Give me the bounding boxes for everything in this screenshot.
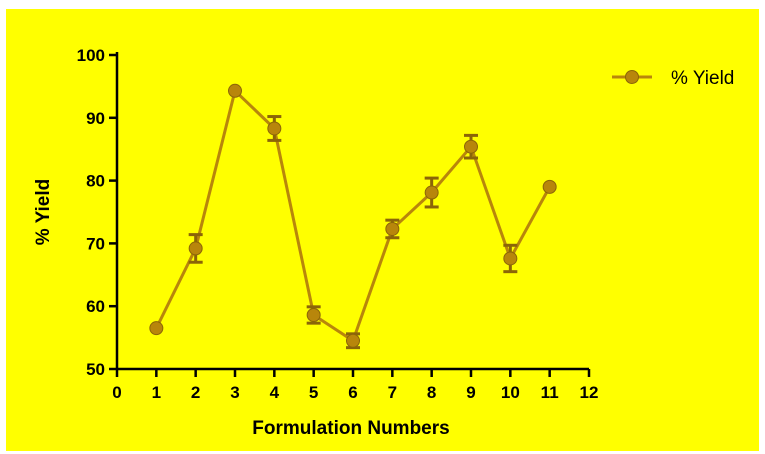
x-tick-label: 2 — [191, 383, 200, 402]
legend-marker — [625, 70, 639, 84]
data-point[interactable] — [306, 307, 321, 322]
data-point[interactable] — [228, 83, 242, 98]
x-tick-label: 11 — [541, 383, 559, 402]
data-point[interactable] — [188, 241, 203, 256]
data-point[interactable] — [267, 121, 282, 136]
y-axis-title: % Yield — [33, 179, 54, 246]
x-tick-label: 3 — [230, 383, 239, 402]
x-tick-label: 9 — [466, 383, 475, 402]
x-tick-label: 8 — [427, 383, 436, 402]
x-tick-label: 0 — [112, 383, 121, 402]
data-point[interactable] — [385, 221, 400, 236]
x-tick-label: 5 — [309, 383, 318, 402]
x-tick-label: 7 — [388, 383, 397, 402]
y-tick-label: 90 — [86, 109, 105, 128]
data-point[interactable] — [346, 333, 360, 348]
y-tick-label: 80 — [86, 172, 105, 191]
y-tick-label: 100 — [77, 46, 105, 65]
legend[interactable]: % Yield — [612, 68, 734, 89]
data-point[interactable] — [503, 251, 518, 266]
x-tick-label: 4 — [270, 383, 280, 402]
x-tick-label: 1 — [152, 383, 161, 402]
y-tick-label: 50 — [86, 360, 105, 379]
legend-label: % Yield — [671, 68, 734, 89]
x-axis-ticks: 0 1 2 3 4 5 6 7 8 9 10 11 12 — [112, 369, 598, 402]
y-tick-label: 60 — [86, 297, 105, 316]
x-tick-label: 10 — [501, 383, 520, 402]
data-point[interactable] — [464, 139, 478, 154]
data-point[interactable] — [149, 321, 164, 336]
data-point[interactable] — [424, 185, 439, 200]
x-tick-label: 6 — [348, 383, 357, 402]
x-tick-label: 12 — [580, 383, 599, 402]
y-tick-label: 70 — [86, 234, 105, 253]
series-layer — [149, 83, 557, 350]
data-point[interactable] — [542, 179, 557, 194]
x-axis-title: Formulation Numbers — [252, 418, 449, 439]
y-axis-ticks: 50 60 70 80 90 100 — [77, 46, 117, 379]
